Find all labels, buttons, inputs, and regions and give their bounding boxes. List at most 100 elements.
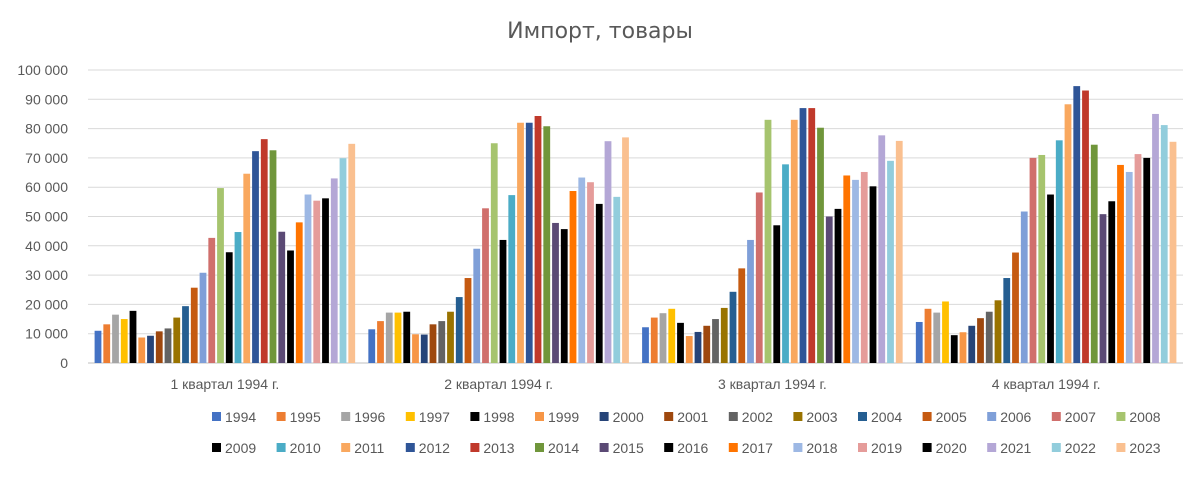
bar-2013-q4 (1082, 90, 1089, 363)
legend-item-2023[interactable]: 2023 (1116, 440, 1161, 456)
bar-2012-q3 (799, 108, 807, 363)
legend-item-1998[interactable]: 1998 (470, 409, 515, 425)
legend-item-2009[interactable]: 2009 (212, 440, 256, 456)
bar-1999-q3 (685, 336, 693, 363)
x-tick-label: 2 квартал 1994 г. (444, 376, 553, 392)
bar-2007-q4 (1029, 157, 1037, 363)
legend-item-2020[interactable]: 2020 (922, 440, 967, 456)
legend-item-2004[interactable]: 2004 (858, 409, 902, 425)
bar-2006-q2 (473, 248, 481, 363)
legend-item-2007[interactable]: 2007 (1051, 409, 1096, 425)
bar-1998-q4 (950, 335, 958, 363)
legend-item-2012[interactable]: 2012 (405, 440, 450, 456)
legend-swatch (987, 412, 997, 421)
bar-2022-q3 (887, 160, 894, 363)
bar-1997-q1 (120, 319, 128, 363)
legend-item-2000[interactable]: 2000 (599, 409, 644, 425)
legend[interactable]: 1994 1995 1996 1997 1998 1999 2000 2001 2002 2003… (212, 409, 1161, 456)
bar-1995-q3 (650, 317, 658, 363)
bar-2012-q2 (525, 122, 533, 364)
legend-item-2019[interactable]: 2019 (858, 440, 902, 456)
legend-item-2006[interactable]: 2006 (987, 409, 1032, 425)
y-tick-label: 70 000 (25, 150, 68, 166)
legend-swatch (212, 412, 221, 421)
legend-item-2014[interactable]: 2014 (535, 440, 579, 456)
bar-2008-q1 (217, 188, 224, 363)
legend-item-2003[interactable]: 2003 (793, 409, 838, 425)
legend-swatch (1051, 443, 1061, 452)
bar-2022-q2 (613, 196, 621, 363)
bar-2014-q1 (269, 150, 277, 363)
legend-item-1995[interactable]: 1995 (276, 409, 321, 425)
legend-swatch (728, 443, 738, 452)
bar-2002-q3 (712, 319, 719, 363)
bar-1998-q3 (677, 322, 684, 363)
x-tick-label: 1 квартал 1994 г. (170, 376, 279, 392)
bar-2006-q1 (199, 272, 207, 363)
bar-2018-q4 (1125, 171, 1133, 363)
bar-2008-q2 (490, 143, 498, 363)
bar-2015-q2 (552, 222, 559, 363)
legend-swatch (535, 412, 544, 421)
legend-swatch (276, 412, 286, 421)
bar-2004-q4 (1003, 278, 1011, 363)
y-tick-label: 40 000 (25, 238, 68, 254)
bar-2008-q3 (764, 119, 772, 363)
legend-swatch (664, 443, 674, 452)
bar-2000-q1 (147, 335, 154, 363)
bar-2018-q2 (578, 177, 586, 363)
legend-item-1996[interactable]: 1996 (341, 409, 386, 425)
legend-item-2005[interactable]: 2005 (922, 409, 967, 425)
legend-item-2016[interactable]: 2016 (664, 440, 709, 456)
legend-item-2021[interactable]: 2021 (987, 440, 1032, 456)
legend-swatch (405, 412, 415, 421)
legend-item-2008[interactable]: 2008 (1116, 409, 1161, 425)
legend-item-2017[interactable]: 2017 (728, 440, 773, 456)
bar-1995-q2 (377, 321, 384, 363)
bar-2000-q3 (694, 331, 702, 363)
bar-2020-q4 (1143, 157, 1151, 363)
legend-item-2022[interactable]: 2022 (1051, 440, 1096, 456)
bar-2003-q2 (447, 311, 454, 363)
legend-label: 2017 (742, 440, 773, 456)
legend-item-1997[interactable]: 1997 (405, 409, 450, 425)
bar-1995-q4 (924, 308, 932, 363)
y-tick-label: 60 000 (25, 179, 68, 195)
bar-2019-q4 (1134, 154, 1142, 363)
legend-item-1999[interactable]: 1999 (535, 409, 579, 425)
bar-1998-q2 (403, 311, 411, 363)
bar-1998-q1 (129, 310, 137, 363)
x-axis-ticks: 1 квартал 1994 г. 2 квартал 1994 г. 3 квар… (170, 376, 1100, 392)
bar-2001-q3 (703, 325, 711, 363)
legend-item-2001[interactable]: 2001 (664, 409, 709, 425)
bar-2017-q2 (569, 191, 577, 363)
legend-item-2011[interactable]: 2011 (341, 440, 385, 456)
legend-swatch (664, 412, 674, 421)
bar-2020-q3 (869, 186, 877, 363)
legend-label: 2021 (1000, 440, 1031, 456)
legend-label: 2006 (1000, 409, 1031, 425)
bar-2010-q4 (1055, 140, 1063, 363)
legend-label: 2018 (806, 440, 837, 456)
legend-item-2010[interactable]: 2010 (276, 440, 321, 456)
bar-1997-q4 (942, 301, 949, 363)
bar-2001-q4 (977, 318, 984, 363)
bar-2012-q4 (1073, 86, 1081, 364)
legend-item-2015[interactable]: 2015 (599, 440, 644, 456)
legend-item-2002[interactable]: 2002 (728, 409, 773, 425)
bar-2014-q4 (1090, 144, 1098, 363)
legend-item-2013[interactable]: 2013 (470, 440, 515, 456)
bar-2004-q2 (455, 297, 463, 363)
bar-2019-q1 (313, 200, 321, 363)
bar-2017-q1 (295, 222, 303, 363)
bar-2018-q3 (852, 179, 859, 363)
chart-title: Импорт, товары (507, 19, 693, 44)
legend-item-1994[interactable]: 1994 (212, 409, 256, 425)
legend-item-2018[interactable]: 2018 (793, 440, 838, 456)
bar-2009-q2 (499, 239, 507, 363)
x-tick-label: 4 квартал 1994 г. (992, 376, 1101, 392)
bar-2010-q2 (508, 195, 516, 363)
legend-label: 2023 (1129, 440, 1160, 456)
bar-2020-q1 (322, 198, 329, 363)
